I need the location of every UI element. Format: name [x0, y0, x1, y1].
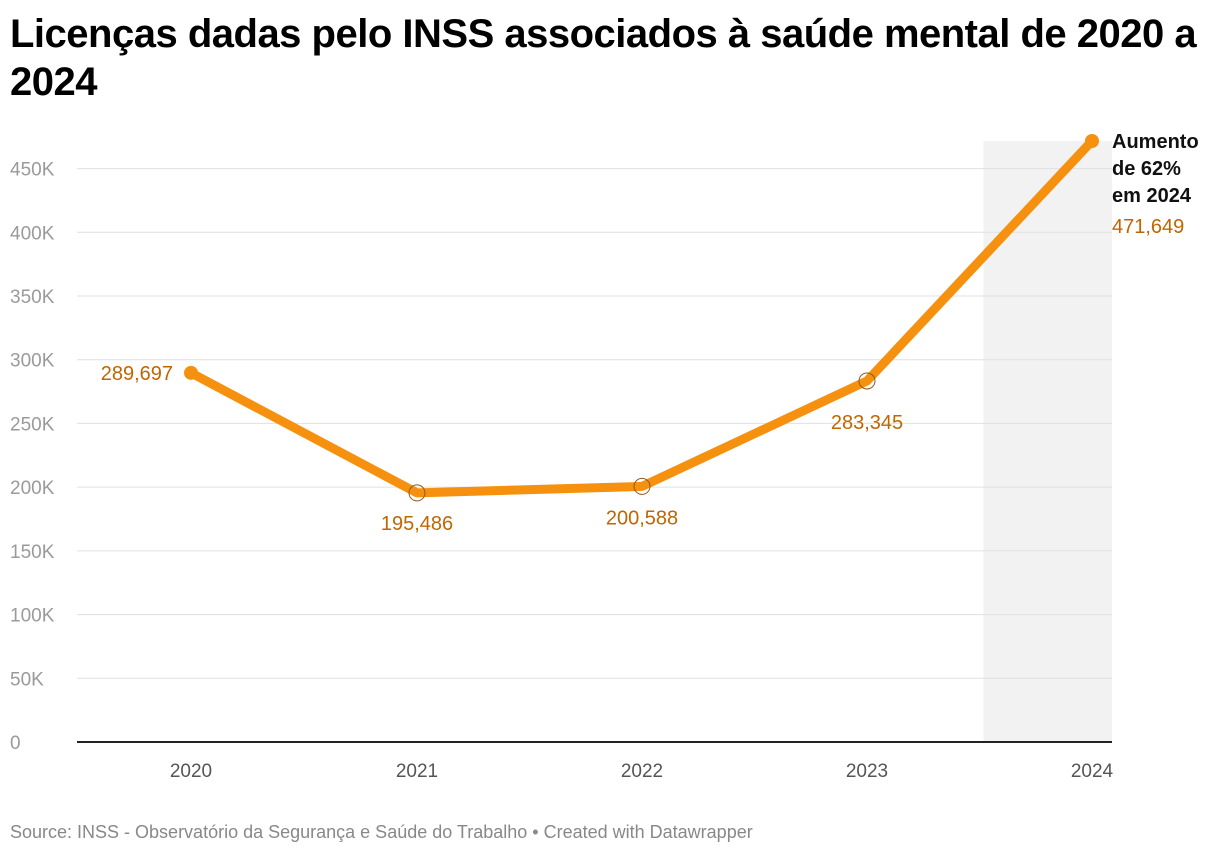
source-footer: Source: INSS - Observatório da Segurança… — [10, 822, 753, 842]
data-point — [408, 484, 426, 502]
data-label: 200,588 — [606, 507, 678, 529]
y-tick-label: 50K — [10, 669, 44, 690]
x-tick-label: 2024 — [1071, 761, 1114, 782]
data-point — [858, 372, 876, 390]
gridlines — [77, 168, 1112, 679]
y-axis-ticks: 0 50K 100K 150K 200K 250K 300K 350K 400K 450K — [10, 160, 55, 754]
data-points — [184, 134, 1099, 502]
data-label: 471,649 — [1112, 216, 1184, 238]
annotation-line: Aumento — [1112, 131, 1199, 153]
y-tick-label: 350K — [10, 287, 55, 308]
y-tick-label: 300K — [10, 351, 55, 372]
x-tick-label: 2020 — [170, 761, 212, 782]
chart-title: Licenças dadas pelo INSS associados à sa… — [10, 12, 1197, 104]
data-point — [1085, 134, 1099, 148]
y-tick-label: 250K — [10, 414, 55, 435]
data-point — [633, 477, 651, 495]
y-tick-label: 200K — [10, 478, 55, 499]
annotation: Aumento de 62% em 2024 — [1112, 131, 1199, 207]
x-tick-label: 2023 — [846, 761, 888, 782]
data-label: 195,486 — [381, 513, 453, 535]
y-tick-label: 0 — [10, 733, 21, 754]
y-tick-label: 100K — [10, 606, 55, 627]
x-tick-label: 2021 — [396, 761, 438, 782]
y-tick-label: 150K — [10, 542, 55, 563]
data-label: 283,345 — [831, 412, 903, 434]
series-line — [186, 136, 1097, 498]
annotation-line: de 62% — [1112, 158, 1181, 180]
highlight-band — [983, 141, 1112, 742]
x-tick-label: 2022 — [621, 761, 663, 782]
y-tick-label: 450K — [10, 160, 55, 181]
data-labels: 289,697 195,486 200,588 283,345 471,649 — [101, 216, 1185, 535]
annotation-line: em 2024 — [1112, 185, 1192, 207]
x-axis-ticks: 2020 2021 2022 2023 2024 — [170, 761, 1114, 782]
data-label: 289,697 — [101, 363, 173, 385]
data-point — [184, 365, 198, 380]
y-tick-label: 400K — [10, 223, 55, 244]
